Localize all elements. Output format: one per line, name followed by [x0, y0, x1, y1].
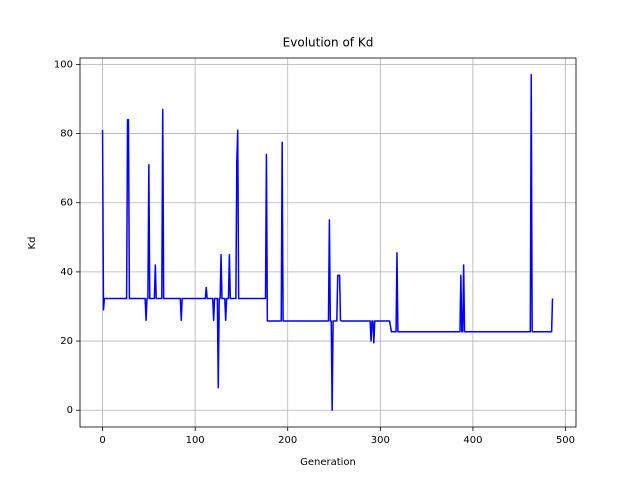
x-tick-label: 300: [371, 435, 390, 446]
y-tick-label: 0: [67, 405, 73, 416]
x-tick-label: 0: [99, 435, 105, 446]
x-tick-label: 100: [186, 435, 205, 446]
x-tick-label: 400: [463, 435, 482, 446]
x-tick-label: 200: [278, 435, 297, 446]
y-axis-label: Kd: [27, 237, 38, 250]
data-line: [101, 74, 554, 411]
x-tick-label: 500: [556, 435, 575, 446]
y-tick-label: 100: [54, 59, 73, 70]
plot-frame: [79, 57, 577, 428]
y-tick-label: 40: [60, 267, 73, 278]
y-tick-label: 80: [60, 129, 73, 140]
y-tick-label: 20: [60, 336, 73, 347]
chart-title: Evolution of Kd: [283, 36, 374, 50]
x-axis-label: Generation: [300, 457, 356, 468]
y-tick-label: 60: [60, 198, 73, 209]
